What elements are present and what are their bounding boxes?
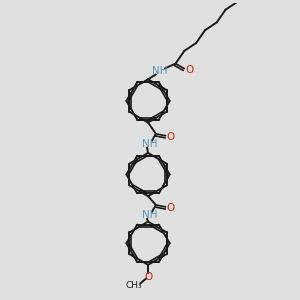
Text: O: O xyxy=(167,132,175,142)
Text: O: O xyxy=(167,203,175,213)
Text: O: O xyxy=(185,64,194,74)
Text: NH: NH xyxy=(152,67,168,76)
Text: CH₃: CH₃ xyxy=(125,281,142,290)
Text: O: O xyxy=(144,272,152,282)
Text: NH: NH xyxy=(142,139,158,148)
Text: NH: NH xyxy=(142,210,158,220)
